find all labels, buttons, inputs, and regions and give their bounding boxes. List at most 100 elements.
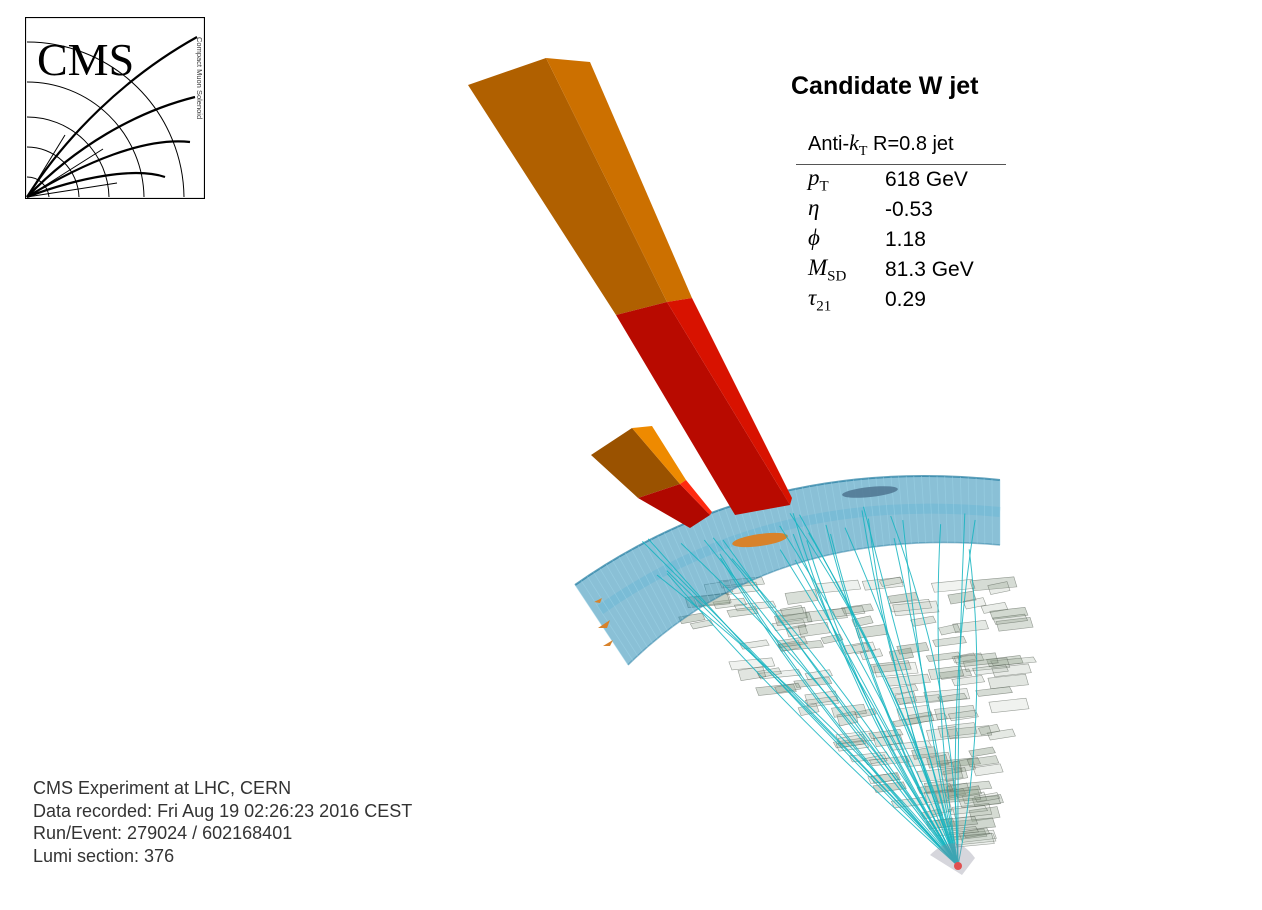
tracker-hatch-line: [928, 475, 934, 543]
tracker-hatch-line: [952, 476, 956, 543]
muon-chamber-segment: [756, 667, 783, 678]
muon-chamber-segment: [952, 803, 993, 819]
tracker-hatch-line: [580, 580, 634, 661]
muon-chamber-segment: [986, 728, 1016, 741]
tracker-hatch-line: [587, 576, 638, 657]
tracker-hatch-line: [663, 532, 700, 609]
muon-chamber-segment: [832, 605, 866, 618]
tracker-hatch-line: [801, 487, 818, 558]
muon-chamber-segment: [969, 576, 1018, 592]
tracker-hatch-line: [823, 483, 837, 554]
tracker-hatch-line: [831, 482, 844, 552]
jet-row-phi: ϕ 1.18: [796, 225, 1006, 255]
jet-tower-main: [468, 58, 792, 515]
tracker-hatch-line: [677, 526, 711, 602]
event-info-date: Data recorded: Fri Aug 19 02:26:23 2016 …: [33, 800, 413, 821]
muon-chamber-segment: [968, 746, 996, 758]
muon-chamber-segment: [892, 717, 922, 728]
tracker-hatch-line: [983, 478, 986, 544]
muon-chamber-segment: [989, 606, 1029, 620]
tracker-hatch-line: [631, 549, 673, 627]
track: [719, 553, 959, 867]
event-info: CMS Experiment at LHC, CERN Data recorde…: [33, 777, 412, 867]
muon-chamber-segment: [842, 641, 870, 655]
muon-chamber-segment: [774, 612, 813, 627]
track: [792, 533, 959, 867]
muon-chamber-segment: [980, 601, 1009, 614]
tracker-hatch-line: [710, 512, 739, 587]
jet-tower-secondary: [591, 426, 712, 528]
tracker-hatch-line: [650, 539, 689, 616]
jet-row-symbol: η: [808, 194, 820, 220]
header-k: k: [849, 130, 859, 155]
track: [799, 514, 959, 867]
tracker-hatch-line: [967, 477, 971, 544]
track: [957, 513, 966, 867]
jet-row-tau21: τ21 0.29: [796, 285, 1006, 315]
tracker-hatch-line: [975, 477, 978, 544]
track: [861, 510, 959, 867]
event-info-lumi: Lumi section: 376: [33, 845, 175, 866]
event-info-run-event: Run/Event: 279024 / 602168401: [33, 823, 293, 843]
track: [844, 527, 959, 867]
jet-row-eta: η -0.53: [796, 195, 1006, 225]
tracker-hatch-line: [921, 475, 927, 543]
muon-chamber-segment: [861, 577, 904, 591]
track: [642, 541, 959, 867]
muon-chamber-segment: [992, 613, 1029, 625]
muon-chamber-segment: [737, 666, 767, 682]
muon-chamber-segment: [991, 663, 1032, 677]
tracker-hatch-line: [960, 476, 963, 543]
tracker-hatch-line: [944, 476, 948, 543]
cms-logo: CMS Compact Muon Solenoid: [25, 17, 205, 199]
muon-chamber-segment: [973, 792, 1001, 803]
track: [720, 557, 959, 867]
track: [794, 559, 959, 867]
tracker-hatch-line: [905, 476, 912, 544]
muon-chamber-segment: [888, 647, 915, 662]
jet-table-header: Anti-kT R=0.8 jet: [796, 130, 1006, 165]
muon-chamber-segment: [896, 704, 932, 721]
tracker-hatch-line: [913, 475, 919, 544]
header-k-sub: T: [858, 144, 868, 159]
track: [890, 515, 959, 867]
tracker-hatch-line: [838, 481, 851, 551]
tracker-hatch-line: [637, 545, 679, 623]
tracker-hatch-line: [599, 568, 648, 648]
tracker-hatch-line: [618, 556, 663, 635]
track: [656, 574, 959, 867]
track: [703, 539, 959, 867]
tracker-hatch-line: [809, 486, 824, 557]
muon-chamber-segment: [932, 635, 967, 647]
track: [937, 524, 959, 867]
header-prefix: Anti-: [808, 133, 850, 155]
tracker-hatch-line: [624, 552, 668, 631]
tracker-hatch-line: [593, 572, 643, 652]
muon-chamber-segment: [930, 578, 976, 593]
jet-row-symbol: τ21: [808, 284, 832, 315]
muon-chamber-segment: [937, 692, 968, 703]
jet-row-pt: pT 618 GeV: [796, 165, 1006, 195]
muon-chamber-segment: [988, 697, 1030, 714]
muon-chamber-segment: [975, 686, 1013, 697]
track: [957, 549, 978, 867]
tracker-hatch-line: [898, 476, 905, 544]
muon-chamber-segment: [870, 772, 901, 784]
jet-row-value: 1.18: [885, 228, 926, 251]
muon-chamber-segment: [776, 636, 808, 648]
muon-chamber-segment: [936, 757, 982, 769]
muon-chamber-segment: [987, 581, 1011, 595]
track: [647, 538, 959, 867]
tracker-hatch-line: [816, 484, 831, 555]
track: [893, 537, 959, 867]
tracker-hatch-line: [605, 564, 653, 644]
track: [712, 537, 959, 867]
track: [863, 506, 959, 867]
muon-chamber-segment: [925, 651, 962, 662]
tracker-hatch-line: [704, 515, 733, 590]
jet-row-value: -0.53: [885, 198, 933, 221]
tracker-hatch-line: [936, 476, 941, 543]
tracker-hatch-line: [612, 560, 658, 639]
jet-row-symbol: MSD: [808, 254, 847, 285]
